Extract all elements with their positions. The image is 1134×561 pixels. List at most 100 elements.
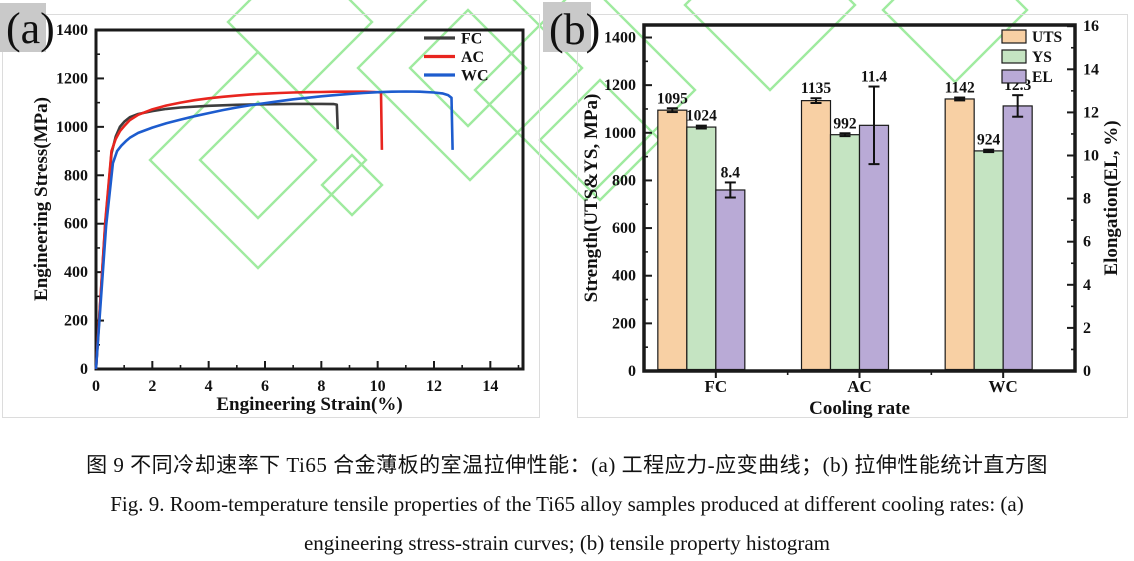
error-bar-YS-FC — [695, 124, 707, 130]
value-label-YS-WC: 924 — [977, 132, 1001, 149]
y-tick-label: 1000 — [56, 119, 88, 136]
legend-label-YS: YS — [1032, 49, 1052, 66]
y-tick-label: 0 — [80, 361, 88, 378]
left-y-tick-label: 1200 — [604, 77, 636, 94]
legend-swatch-EL — [1001, 69, 1027, 84]
y-tick-label: 1400 — [56, 22, 88, 39]
watermark-diamond — [473, 0, 697, 202]
left-y-tick-label: 1400 — [604, 30, 636, 47]
y-tick-label: 400 — [64, 264, 88, 281]
panel-a-x-axis-title: Engineering Strain(%) — [216, 394, 402, 415]
right-y-tick-label: 4 — [1083, 277, 1091, 294]
watermark-diamond — [226, 0, 374, 96]
error-bar-YS-WC — [983, 148, 995, 154]
error-bar-YS-AC — [839, 132, 851, 138]
panel-b-left-y-axis-title: Strength(UTS&YS, MPa) — [581, 94, 602, 303]
category-label-AC: AC — [847, 377, 872, 396]
y-tick-label: 200 — [64, 313, 88, 330]
x-tick-label: 8 — [317, 378, 325, 395]
y-tick-label: 600 — [64, 216, 88, 233]
right-y-tick-label: 12 — [1083, 104, 1099, 121]
legend-label-AC: AC — [461, 49, 484, 66]
panel-a-plot: 0 2 4 6 8 10 12 14 0 200 400 600 800 1000 1200 1400 Engi… — [31, 22, 525, 415]
panel-b-right-y-axis-title: Elongation(EL, %) — [1101, 120, 1122, 275]
x-tick-label: 2 — [148, 378, 156, 395]
x-tick-label: 12 — [426, 378, 442, 395]
bar-YS-FC — [686, 126, 717, 371]
left-y-tick-label: 800 — [612, 172, 636, 189]
panel-b-legend: UTS YS EL — [1001, 29, 1062, 86]
stress-strain-curve-AC — [94, 90, 384, 370]
bar-UTS-AC — [800, 100, 832, 371]
bar-UTS-FC — [657, 109, 688, 371]
x-tick-label: 0 — [92, 378, 100, 395]
right-y-tick-label: 8 — [1083, 191, 1091, 208]
right-y-tick-label: 10 — [1083, 148, 1099, 165]
left-y-tick-label: 1000 — [604, 125, 636, 142]
value-label-EL-AC: 11.4 — [861, 69, 888, 86]
left-y-tick-label: 200 — [612, 315, 636, 332]
panel-a-image-border — [2, 14, 540, 418]
panel-a-axes-box — [94, 28, 525, 371]
right-y-tick-label: 14 — [1083, 61, 1099, 78]
y-tick-label: 1200 — [56, 70, 88, 87]
x-tick-label: 14 — [482, 378, 498, 395]
right-y-tick-label: 0 — [1083, 363, 1091, 380]
figure-caption: 图 9 不同冷却速率下 Ti65 合金薄板的室温拉伸性能：(a) 工程应力-应变… — [0, 446, 1134, 561]
panel-b-plot: 0 200 400 600 800 1000 1200 1400 0 2 4 6 8 10 12 14 16 FC… — [581, 18, 1122, 419]
legend-label-EL: EL — [1032, 69, 1053, 86]
bar-EL-WC — [1002, 105, 1033, 371]
legend-swatch-YS — [1001, 49, 1027, 64]
error-bar-EL-FC — [724, 181, 736, 199]
watermark-diamond — [408, 8, 528, 128]
watermark-diamond — [881, 0, 1029, 84]
value-label-EL-FC: 8.4 — [721, 164, 741, 181]
value-label-UTS-WC: 1142 — [945, 80, 975, 97]
bar-YS-AC — [829, 134, 861, 371]
caption-line-english-2: engineering stress-strain curves; (b) te… — [303, 531, 830, 555]
left-y-tick-label: 600 — [612, 220, 636, 237]
left-y-tick-label: 0 — [628, 363, 636, 380]
panel-b-x-axis-title: Cooling rate — [809, 398, 910, 419]
stress-strain-curve-WC — [94, 90, 454, 370]
panel-a-label: (a) — [6, 4, 55, 53]
legend-label-UTS: UTS — [1032, 29, 1062, 46]
x-tick-label: 10 — [370, 378, 386, 395]
value-label-YS-AC: 992 — [833, 115, 857, 132]
caption-line-english-1: Fig. 9. Room-temperature tensile propert… — [110, 492, 1024, 516]
left-y-tick-label: 400 — [612, 268, 636, 285]
category-label-FC: FC — [704, 377, 727, 396]
y-tick-label: 800 — [64, 167, 88, 184]
legend-label-FC: FC — [461, 31, 482, 48]
panel-b-label-bg — [543, 2, 591, 52]
watermark-diamond — [683, 0, 857, 92]
panel-a-y-axis-title: Engineering Stress(MPa) — [31, 97, 52, 301]
watermark-diamond — [320, 153, 384, 217]
caption-line-chinese: 图 9 不同冷却速率下 Ti65 合金薄板的室温拉伸性能：(a) 工程应力-应变… — [86, 453, 1048, 477]
watermark-diamond — [148, 50, 368, 270]
error-bar-UTS-AC — [810, 97, 822, 105]
value-label-UTS-AC: 1135 — [801, 80, 831, 97]
value-label-UTS-FC: 1095 — [657, 90, 688, 107]
error-bar-UTS-FC — [666, 107, 678, 114]
x-tick-label: 6 — [261, 378, 269, 395]
watermark-diamond — [538, 78, 662, 202]
right-y-tick-label: 16 — [1083, 18, 1099, 35]
panel-b-image-border — [577, 14, 1128, 418]
legend-swatch-UTS — [1001, 29, 1027, 44]
watermark-diamond — [198, 100, 318, 220]
bar-YS-WC — [973, 150, 1004, 371]
right-y-tick-label: 2 — [1083, 320, 1091, 337]
error-bar-EL-AC — [868, 85, 880, 166]
bar-EL-FC — [715, 189, 746, 371]
category-label-WC: WC — [989, 377, 1018, 396]
legend-label-WC: WC — [461, 68, 489, 85]
value-label-YS-FC: 1024 — [686, 108, 717, 125]
panel-b-label: (b) — [549, 5, 600, 54]
right-y-tick-label: 6 — [1083, 234, 1091, 251]
panel-a-label-bg — [0, 3, 46, 52]
bar-UTS-WC — [944, 98, 975, 371]
